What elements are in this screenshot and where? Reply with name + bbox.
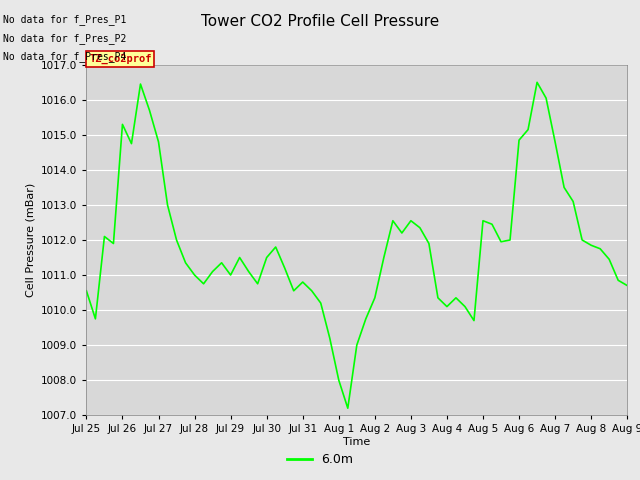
Y-axis label: Cell Pressure (mBar): Cell Pressure (mBar): [26, 183, 36, 297]
Text: No data for f_Pres_P2: No data for f_Pres_P2: [3, 33, 127, 44]
Legend: 6.0m: 6.0m: [282, 448, 358, 471]
X-axis label: Time: Time: [343, 437, 371, 447]
Text: No data for f_Pres_P1: No data for f_Pres_P1: [3, 14, 127, 25]
Text: No data for f_Pres_P4: No data for f_Pres_P4: [3, 51, 127, 62]
Text: Tower CO2 Profile Cell Pressure: Tower CO2 Profile Cell Pressure: [201, 14, 439, 29]
Text: TZ_co2prof: TZ_co2prof: [89, 54, 152, 64]
